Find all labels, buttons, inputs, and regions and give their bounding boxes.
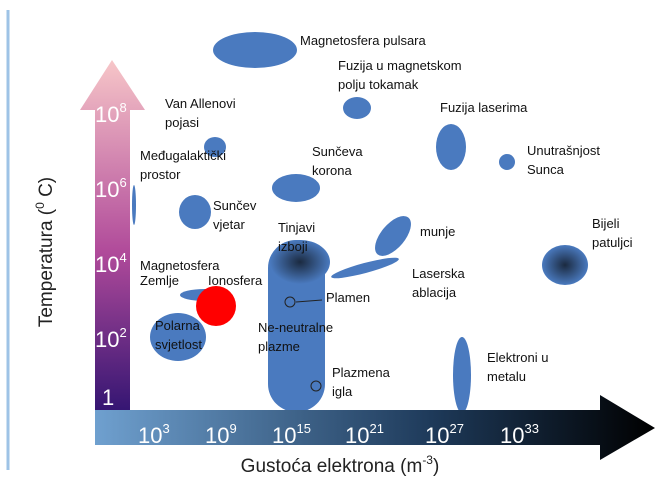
region-label: Sunčeva korona — [312, 144, 363, 178]
regions — [132, 32, 588, 413]
label-line: Bijeli — [592, 216, 620, 231]
y-tick-label: 1 — [102, 385, 114, 410]
label-line: prostor — [140, 167, 181, 182]
label-line: Sunca — [527, 162, 565, 177]
region — [132, 185, 136, 225]
label-line: Unutrašnjost — [527, 143, 600, 158]
y-tick-label: 104 — [95, 250, 127, 277]
label-line: Zemlje — [140, 273, 179, 288]
y-arrow — [80, 60, 145, 445]
label-line: patuljci — [592, 235, 633, 250]
label-line: Elektroni u — [487, 350, 548, 365]
region — [436, 124, 466, 170]
label-line: pojasi — [165, 115, 199, 130]
label-line: korona — [312, 163, 353, 178]
label-line: Međugalaktički — [140, 148, 226, 163]
region — [150, 313, 206, 361]
region — [196, 286, 236, 326]
label-line: Ne-neutralne — [258, 320, 333, 335]
region — [499, 154, 515, 170]
label-line: Laserska — [412, 266, 466, 281]
region-label: Bijeli patuljci — [592, 216, 633, 250]
x-tick-label: 109 — [205, 421, 237, 448]
label-line: munje — [420, 224, 455, 239]
label-line: izboji — [278, 239, 308, 254]
pointer — [295, 299, 323, 303]
region-label: munje — [420, 224, 455, 239]
x-tick-label: 1021 — [345, 421, 384, 448]
region — [179, 195, 211, 229]
label-line: plazme — [258, 339, 300, 354]
region-label: Međugalaktički prostor — [140, 148, 226, 182]
region-label: Van Allenovi pojasi — [165, 96, 236, 130]
y-ticks: 108 106 104 102 1 — [95, 100, 127, 410]
label-line: Sunčev — [213, 198, 257, 213]
region-label: Magnetosfera Zemlje — [140, 258, 220, 288]
label-line: Sunčeva — [312, 144, 363, 159]
region-label: Plamen — [326, 290, 370, 305]
label-line: polju tokamak — [338, 77, 419, 92]
label-line: svjetlost — [155, 337, 202, 352]
region-label: Elektroni u metalu — [487, 350, 548, 384]
x-tick-label: 1033 — [500, 421, 539, 448]
region-label: Unutrašnjost Sunca — [527, 143, 600, 177]
x-arrow — [95, 395, 655, 460]
label-line: igla — [332, 384, 353, 399]
label-line: ablacija — [412, 285, 457, 300]
label-line: Van Allenovi — [165, 96, 236, 111]
x-tick-label: 103 — [138, 421, 170, 448]
y-axis-label: Temperatura (0 C) — [33, 177, 57, 327]
x-axis-label: Gustoća elektrona (m-3) — [241, 453, 440, 477]
y-tick-label: 102 — [95, 325, 127, 352]
region — [310, 380, 322, 392]
x-tick-label: 1015 — [272, 421, 311, 448]
region — [343, 97, 371, 119]
glow-core — [270, 240, 330, 284]
region — [375, 216, 411, 256]
label-line: Plamen — [326, 290, 370, 305]
region-label: Magnetosfera pulsara — [300, 33, 427, 48]
region — [542, 245, 588, 285]
label-line: Fuzija laserima — [440, 100, 528, 115]
region-label: Sunčev vjetar — [213, 198, 257, 232]
region-label: Laserska ablacija — [412, 266, 466, 300]
region-label: Ne-neutralne plazme — [258, 320, 333, 354]
label-line: Polarna — [155, 318, 201, 333]
label-line: metalu — [487, 369, 526, 384]
region — [284, 296, 296, 308]
glow-column — [268, 240, 325, 412]
region-label: Polarna svjetlost — [155, 318, 202, 352]
x-tick-label: 1027 — [425, 421, 464, 448]
region — [331, 257, 399, 279]
region-label: Fuzija u magnetskom polju tokamak — [338, 58, 462, 92]
label-line: Plazmena — [332, 365, 391, 380]
region-label: Ionosfera — [208, 273, 263, 288]
y-tick-label: 106 — [95, 175, 127, 202]
region-labels: Magnetosfera pulsara Fuzija u magnetskom p… — [140, 33, 633, 399]
region-label: Tinjavi izboji — [278, 220, 315, 254]
label-line: Magnetosfera — [140, 258, 220, 273]
label-line: Fuzija u magnetskom — [338, 58, 462, 73]
x-ticks: 103 109 1015 1021 1027 1033 — [138, 421, 539, 448]
region — [453, 337, 471, 413]
y-tick-label: 108 — [95, 100, 127, 127]
region — [213, 32, 297, 68]
label-line: Magnetosfera pulsara — [300, 33, 427, 48]
region-label: Plazmena igla — [332, 365, 391, 399]
region — [272, 174, 320, 202]
label-line: Ionosfera — [208, 273, 263, 288]
region-label: Fuzija laserima — [440, 100, 528, 115]
label-line: Tinjavi — [278, 220, 315, 235]
region — [204, 137, 226, 157]
label-line: vjetar — [213, 217, 245, 232]
